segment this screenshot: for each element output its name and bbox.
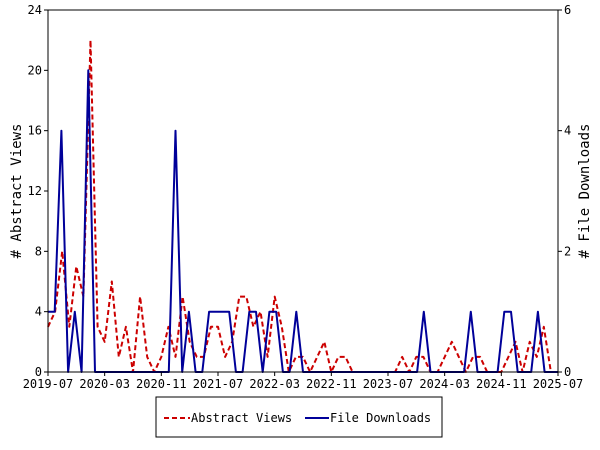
y-right-tick-label: 2 xyxy=(564,244,571,258)
y-right-axis-title: # File Downloads xyxy=(577,124,593,259)
y-left-axis-title: # Abstract Views xyxy=(9,124,25,259)
y-left-tick-label: 24 xyxy=(28,3,42,17)
series-line-file-downloads xyxy=(48,69,558,373)
x-tick-label: 2024-03 xyxy=(419,377,470,391)
y-left-tick-label: 12 xyxy=(28,184,42,198)
x-tick-label: 2020-03 xyxy=(79,377,130,391)
y-right-tick-label: 4 xyxy=(564,124,571,138)
x-tick-label: 2021-07 xyxy=(193,377,244,391)
x-tick-label: 2022-03 xyxy=(249,377,300,391)
y-left-tick-label: 16 xyxy=(28,124,42,138)
y-left-tick-label: 0 xyxy=(35,365,42,379)
legend-box xyxy=(155,396,443,438)
legend: Abstract Views File Downloads xyxy=(155,396,443,438)
x-tick-label: 2024-11 xyxy=(476,377,527,391)
legend-label-abstract-views: Abstract Views xyxy=(191,411,292,425)
y-left-tick-label: 4 xyxy=(35,305,42,319)
y-left-tick-label: 20 xyxy=(28,63,42,77)
series-line-abstract-views xyxy=(47,39,558,373)
y-right-tick-label: 6 xyxy=(564,3,571,17)
x-tick-label: 2023-07 xyxy=(363,377,414,391)
plot-frame xyxy=(47,9,559,373)
legend-label-file-downloads: File Downloads xyxy=(330,411,431,425)
y-left-tick-label: 8 xyxy=(35,244,42,258)
y-right-tick-label: 0 xyxy=(564,365,571,379)
x-tick-label: 2019-07 xyxy=(23,377,74,391)
x-tick-label: 2022-11 xyxy=(306,377,357,391)
plot-area xyxy=(47,39,558,373)
x-tick-label: 2020-11 xyxy=(136,377,187,391)
x-tick-label: 2025-07 xyxy=(533,377,584,391)
